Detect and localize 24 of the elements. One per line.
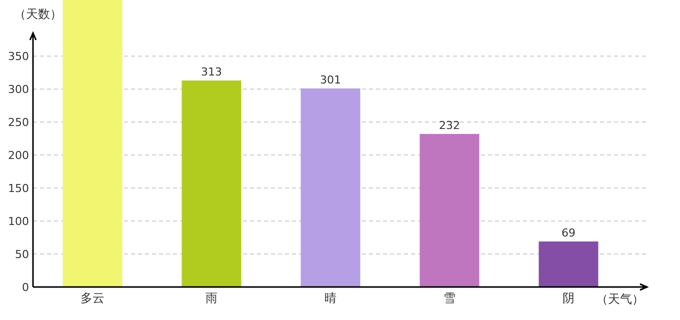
data-label: 232	[439, 118, 460, 132]
x-axis-title: （天气）	[596, 292, 644, 306]
y-axis-title: （天数）	[14, 7, 62, 21]
y-tick-label: 350	[8, 50, 29, 64]
x-tick-label: 多云	[80, 291, 104, 305]
x-tick-label: 阴	[562, 291, 574, 305]
x-tick-label: 晴	[324, 291, 336, 305]
data-label: 69	[562, 226, 576, 240]
bar	[538, 241, 598, 287]
bar	[182, 80, 242, 287]
bar	[62, 0, 122, 287]
y-tick-label: 250	[8, 116, 29, 130]
y-tick-label: 50	[15, 248, 29, 262]
x-tick-label: 雪	[444, 291, 456, 305]
y-tick-label: 100	[8, 215, 29, 228]
data-label: 313	[201, 65, 222, 78]
x-tick-label: 雨	[206, 291, 218, 305]
y-tick-label: 200	[8, 149, 29, 162]
bar	[420, 134, 480, 287]
y-tick-label: 150	[8, 182, 29, 196]
y-tick-label: 0	[22, 281, 29, 294]
bar	[300, 88, 360, 287]
data-label: 301	[320, 73, 341, 86]
y-tick-label: 300	[8, 83, 29, 96]
